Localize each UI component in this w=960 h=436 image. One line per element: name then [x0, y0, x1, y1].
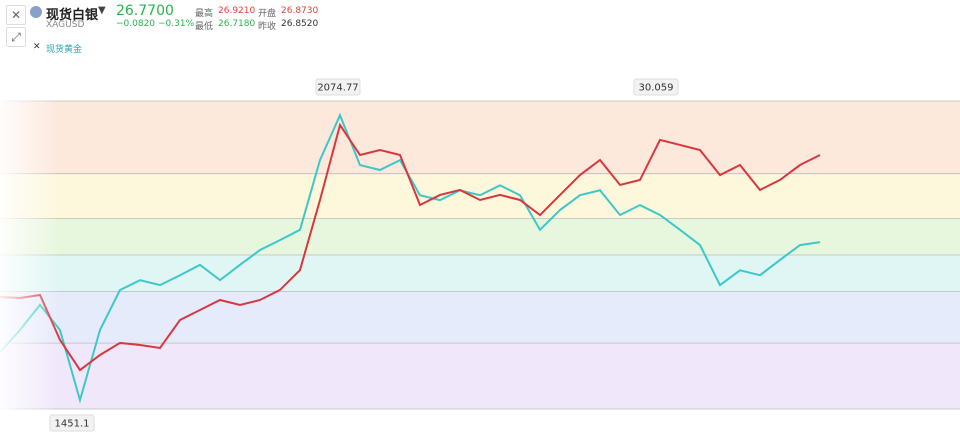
close-button[interactable]: ✕: [6, 5, 26, 25]
fib-band: [0, 291, 960, 344]
title: 现货白银: [46, 8, 99, 23]
fib-band: [0, 101, 960, 174]
extreme-label: 2074.77: [317, 83, 358, 94]
fib-band: [0, 218, 960, 255]
dropdown[interactable]: ▼: [98, 5, 106, 16]
stat-value: 26.8520: [281, 19, 319, 29]
fade: [0, 95, 60, 415]
header: ✕ ⤢ 现货白银 ▼ XAGUSD 26.7700 −0.0820 −0.31%…: [0, 0, 960, 60]
legend-entry: 现货黄金: [46, 45, 83, 55]
stat-value: 26.9210: [218, 6, 256, 16]
stat-label: 最高: [195, 9, 214, 19]
legend-remove[interactable]: ✕: [33, 42, 41, 52]
label-box: [633, 78, 679, 96]
label-box: [49, 414, 95, 432]
icon: [30, 6, 42, 18]
stat-value: 26.8730: [281, 6, 319, 16]
price-line: [0, 122, 821, 372]
stat-label: 昨收: [258, 22, 277, 32]
change-pct: −0.31%: [158, 19, 195, 29]
symbol: XAGUSD: [46, 20, 85, 30]
stat-value: 26.7180: [218, 19, 256, 29]
stat-label: 开盘: [258, 9, 277, 19]
price: 26.7700: [116, 3, 174, 19]
extreme-label: 30.059: [639, 83, 674, 94]
draw-button[interactable]: ⤢: [6, 27, 26, 47]
change: −0.0820: [116, 19, 156, 29]
fib-band: [0, 255, 960, 292]
fib-band: [0, 343, 960, 409]
label-box: [315, 78, 361, 96]
extreme-label: 1451.1: [55, 419, 90, 430]
stat-label: 最低: [195, 22, 214, 32]
